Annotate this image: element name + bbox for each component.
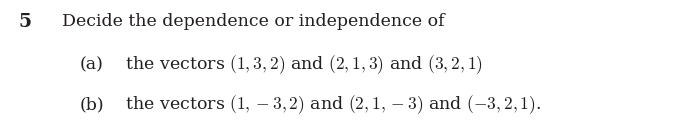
Text: Decide the dependence or independence of: Decide the dependence or independence of	[62, 13, 444, 31]
Text: the vectors $(1,-3,2)$ and $(2,1,-3)$ and $(-3,2,1)$.: the vectors $(1,-3,2)$ and $(2,1,-3)$ an…	[120, 94, 541, 116]
Text: (b): (b)	[80, 96, 105, 114]
Text: 5: 5	[18, 13, 31, 31]
Text: (a): (a)	[80, 57, 104, 74]
Text: the vectors $(1,3,2)$ and $(2,1,3)$ and $(3,2,1)$: the vectors $(1,3,2)$ and $(2,1,3)$ and …	[120, 54, 483, 76]
